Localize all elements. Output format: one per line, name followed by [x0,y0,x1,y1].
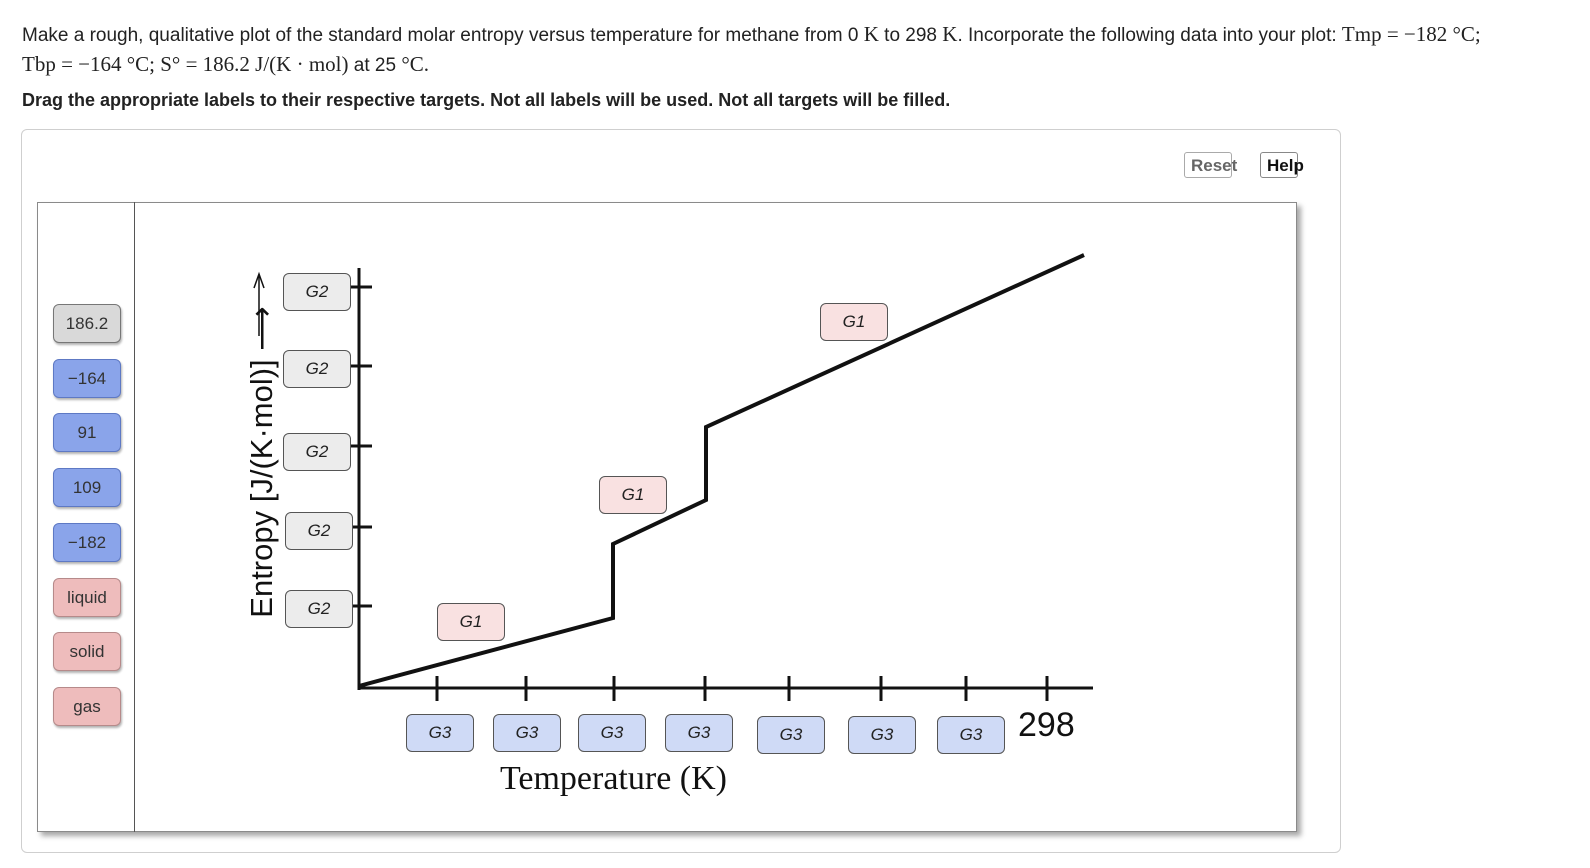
draggable-label-gas[interactable]: gas [53,687,121,726]
target-g3-4[interactable]: G3 [665,714,733,752]
draggable-label-liquid[interactable]: liquid [53,578,121,617]
target-g3-5[interactable]: G3 [757,716,825,754]
target-g2-2[interactable]: G2 [283,350,351,388]
prompt-tmp-expression: Tmp = −182 °C; [1341,22,1481,46]
draggable-label-solid[interactable]: solid [53,632,121,671]
prompt-unit-k: K [863,22,879,46]
target-g2-5[interactable]: G2 [285,590,353,628]
y-axis-arrow-icon [253,271,265,336]
target-g1-gas-region[interactable]: G1 [820,303,888,341]
target-g1-solid-region[interactable]: G1 [437,603,505,641]
reset-button[interactable]: Reset [1184,152,1237,178]
x-tick-label-298: 298 [1018,706,1075,744]
draggable-label-minus-182[interactable]: −182 [53,523,121,562]
target-g3-7[interactable]: G3 [937,716,1005,754]
x-axis-label: Temperature (K) [500,760,727,797]
target-g3-3[interactable]: G3 [578,714,646,752]
target-g3-6[interactable]: G3 [848,716,916,754]
prompt-unit-k2: K [942,22,958,46]
target-g1-liquid-region[interactable]: G1 [599,476,667,514]
entropy-curve [358,253,1085,688]
y-axis-label-text: Entropy [J/(K·mol)] ⟶ [244,306,279,618]
prompt-to-text: to 298 [884,25,937,46]
draggable-label-minus-164[interactable]: −164 [53,359,121,398]
prompt-tbp-expression: Tbp = −164 °C; S° = 186.2 J/(K · mol) [22,52,349,76]
draggable-label-109[interactable]: 109 [53,468,121,507]
help-button[interactable]: Help [1260,152,1304,178]
question-prompt: Make a rough, qualitative plot of the st… [22,20,1567,80]
target-g2-1[interactable]: G2 [283,273,351,311]
prompt-at-text: at 25 [353,55,397,76]
target-g2-3[interactable]: G2 [283,433,351,471]
target-g3-2[interactable]: G3 [493,714,561,752]
prompt-incorporate-text: . Incorporate the following data into yo… [957,25,1337,46]
target-g2-4[interactable]: G2 [285,512,353,550]
draggable-label-91[interactable]: 91 [53,413,121,452]
prompt-at-unit: °C. [401,52,429,76]
label-bank-divider [134,202,135,832]
instruction-text: Drag the appropriate labels to their res… [22,90,951,110]
target-g3-1[interactable]: G3 [406,714,474,752]
draggable-label-186-2[interactable]: 186.2 [53,304,121,343]
prompt-text: Make a rough, qualitative plot of the st… [22,25,859,46]
